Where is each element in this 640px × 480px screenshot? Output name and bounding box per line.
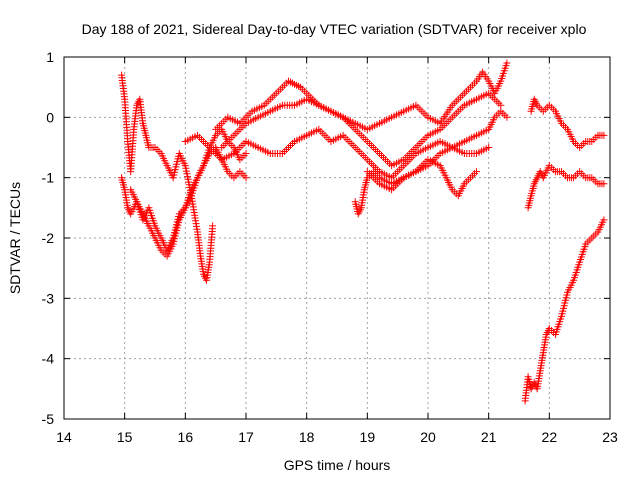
- data-point-marker: [485, 144, 493, 151]
- x-tick-label: 18: [299, 429, 315, 445]
- y-tick-label: -3: [42, 290, 55, 306]
- data-point-marker: [242, 150, 250, 157]
- data-points: [118, 59, 608, 405]
- x-tick-label: 17: [238, 429, 254, 445]
- data-point-marker: [600, 216, 608, 224]
- y-tick-label: -5: [42, 411, 55, 427]
- y-axis-label: SDTVAR / TECUs: [7, 182, 23, 294]
- y-tick-label: 0: [46, 109, 54, 125]
- axis-ticks: [63, 56, 611, 420]
- data-point-marker: [473, 168, 480, 176]
- data-point-marker: [503, 113, 511, 121]
- chart-title: Day 188 of 2021, Sidereal Day-to-day VTE…: [82, 21, 587, 37]
- x-axis-label: GPS time / hours: [284, 457, 391, 473]
- y-tick-label: -2: [42, 230, 55, 246]
- data-point-marker: [503, 59, 511, 67]
- x-tick-label: 16: [178, 429, 194, 445]
- data-point-marker: [242, 174, 250, 182]
- y-tick-label: -1: [42, 170, 55, 186]
- y-tick-label: 1: [46, 49, 54, 65]
- tick-labels: 14 15 16 17 18 19 20 21 22 23 -5 -4 -3 -2 -1 0 1: [42, 49, 618, 445]
- x-tick-label: 23: [602, 429, 618, 445]
- data-point-marker: [209, 222, 217, 230]
- x-tick-label: 22: [542, 429, 558, 445]
- x-tick-label: 20: [420, 429, 436, 445]
- x-tick-label: 21: [481, 429, 497, 445]
- y-tick-label: -4: [42, 351, 55, 367]
- data-point-marker: [600, 131, 608, 139]
- x-tick-label: 19: [360, 429, 376, 445]
- x-tick-label: 15: [117, 429, 133, 445]
- data-point-marker: [600, 180, 608, 188]
- data-point-marker: [497, 101, 505, 109]
- x-tick-label: 14: [56, 429, 72, 445]
